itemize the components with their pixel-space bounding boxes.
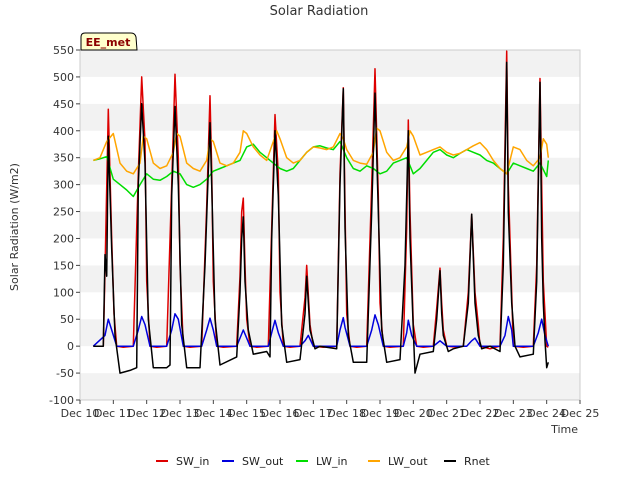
y-tick-label: 500 [53, 71, 74, 84]
legend-label: LW_out [388, 455, 428, 468]
x-tick-label: Dec 11 [94, 407, 133, 420]
legend-label: Rnet [464, 455, 490, 468]
y-tick-label: 550 [53, 44, 74, 57]
grid-band [80, 346, 580, 374]
x-tick-label: Dec 21 [427, 407, 466, 420]
grid-band [80, 184, 580, 212]
y-axis-ticks: -100 -50 0 50 100 150 200 250 300 350 400 450 500 550 [49, 44, 80, 407]
x-tick-label: Dec 12 [127, 407, 166, 420]
ee-met-badge: EE_met [80, 32, 138, 51]
y-tick-label: 50 [60, 313, 74, 326]
legend-label: SW_in [176, 455, 209, 468]
grid-band [80, 265, 580, 293]
y-tick-label: 450 [53, 98, 74, 111]
grid-band [80, 130, 580, 158]
plot-area-border [79, 49, 581, 401]
series-lines [92, 50, 550, 374]
grid-band [80, 157, 580, 185]
y-axis-label: Solar Radiation (W/m2) [8, 163, 21, 291]
x-tick-label: Dec 14 [194, 407, 233, 420]
series-line-lw-in [93, 140, 550, 198]
grid-band [80, 211, 580, 239]
y-tick-label: 400 [53, 125, 74, 138]
y-tick-label: 100 [53, 286, 74, 299]
x-tick-label: Dec 19 [361, 407, 400, 420]
x-tick-label: Dec 10 [61, 407, 100, 420]
grid-band [80, 103, 580, 131]
grid-band [80, 373, 580, 400]
x-tick-label: Dec 20 [394, 407, 433, 420]
y-tick-label: 300 [53, 179, 74, 192]
x-tick-label: Dec 15 [227, 407, 266, 420]
grid-band [80, 292, 580, 320]
x-tick-label: Dec 13 [161, 407, 200, 420]
legend-label: LW_in [316, 455, 348, 468]
y-tick-label: 150 [53, 259, 74, 272]
series-line-rnet [93, 61, 550, 374]
grid-band [80, 238, 580, 266]
legend: SW_in SW_out LW_in LW_out Rnet [156, 455, 490, 468]
grid-band [80, 50, 580, 77]
y-tick-label: -100 [49, 394, 74, 407]
y-tick-label: 200 [53, 232, 74, 245]
series-line-sw-out [92, 313, 550, 347]
legend-label: SW_out [242, 455, 284, 468]
x-axis-label: Time [550, 423, 578, 436]
x-tick-label: Dec 18 [327, 407, 366, 420]
chart-title: Solar Radiation [270, 4, 369, 19]
y-tick-label: -50 [56, 367, 74, 380]
badge-label: EE_met [86, 36, 131, 49]
grid-band [80, 319, 580, 347]
x-tick-label: Dec 23 [494, 407, 533, 420]
x-tick-label: Dec 25 [561, 407, 600, 420]
x-tick-label: Dec 24 [527, 407, 566, 420]
y-tick-label: 250 [53, 206, 74, 219]
y-tick-label: 0 [67, 340, 74, 353]
x-tick-label: Dec 22 [461, 407, 500, 420]
y-tick-label: 350 [53, 152, 74, 165]
x-tick-label: Dec 16 [261, 407, 300, 420]
x-tick-label: Dec 17 [294, 407, 333, 420]
grid-band [80, 76, 580, 104]
plot-background-bands [80, 50, 580, 400]
